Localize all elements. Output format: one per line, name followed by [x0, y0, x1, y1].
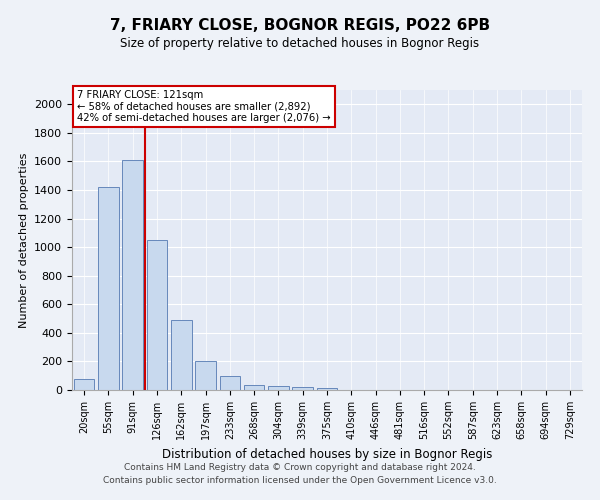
- Text: 7, FRIARY CLOSE, BOGNOR REGIS, PO22 6PB: 7, FRIARY CLOSE, BOGNOR REGIS, PO22 6PB: [110, 18, 490, 32]
- Bar: [292, 387, 313, 390]
- Y-axis label: Number of detached properties: Number of detached properties: [19, 152, 29, 328]
- Bar: [317, 388, 337, 390]
- Text: Contains HM Land Registry data © Crown copyright and database right 2024.: Contains HM Land Registry data © Crown c…: [124, 464, 476, 472]
- X-axis label: Distribution of detached houses by size in Bognor Regis: Distribution of detached houses by size …: [162, 448, 492, 460]
- Bar: [244, 385, 265, 390]
- Bar: [220, 376, 240, 390]
- Bar: [122, 160, 143, 390]
- Bar: [146, 240, 167, 390]
- Bar: [171, 320, 191, 390]
- Text: Contains public sector information licensed under the Open Government Licence v3: Contains public sector information licen…: [103, 476, 497, 485]
- Bar: [74, 378, 94, 390]
- Bar: [195, 362, 216, 390]
- Bar: [268, 386, 289, 390]
- Bar: [98, 187, 119, 390]
- Text: 7 FRIARY CLOSE: 121sqm
← 58% of detached houses are smaller (2,892)
42% of semi-: 7 FRIARY CLOSE: 121sqm ← 58% of detached…: [77, 90, 331, 123]
- Text: Size of property relative to detached houses in Bognor Regis: Size of property relative to detached ho…: [121, 38, 479, 51]
